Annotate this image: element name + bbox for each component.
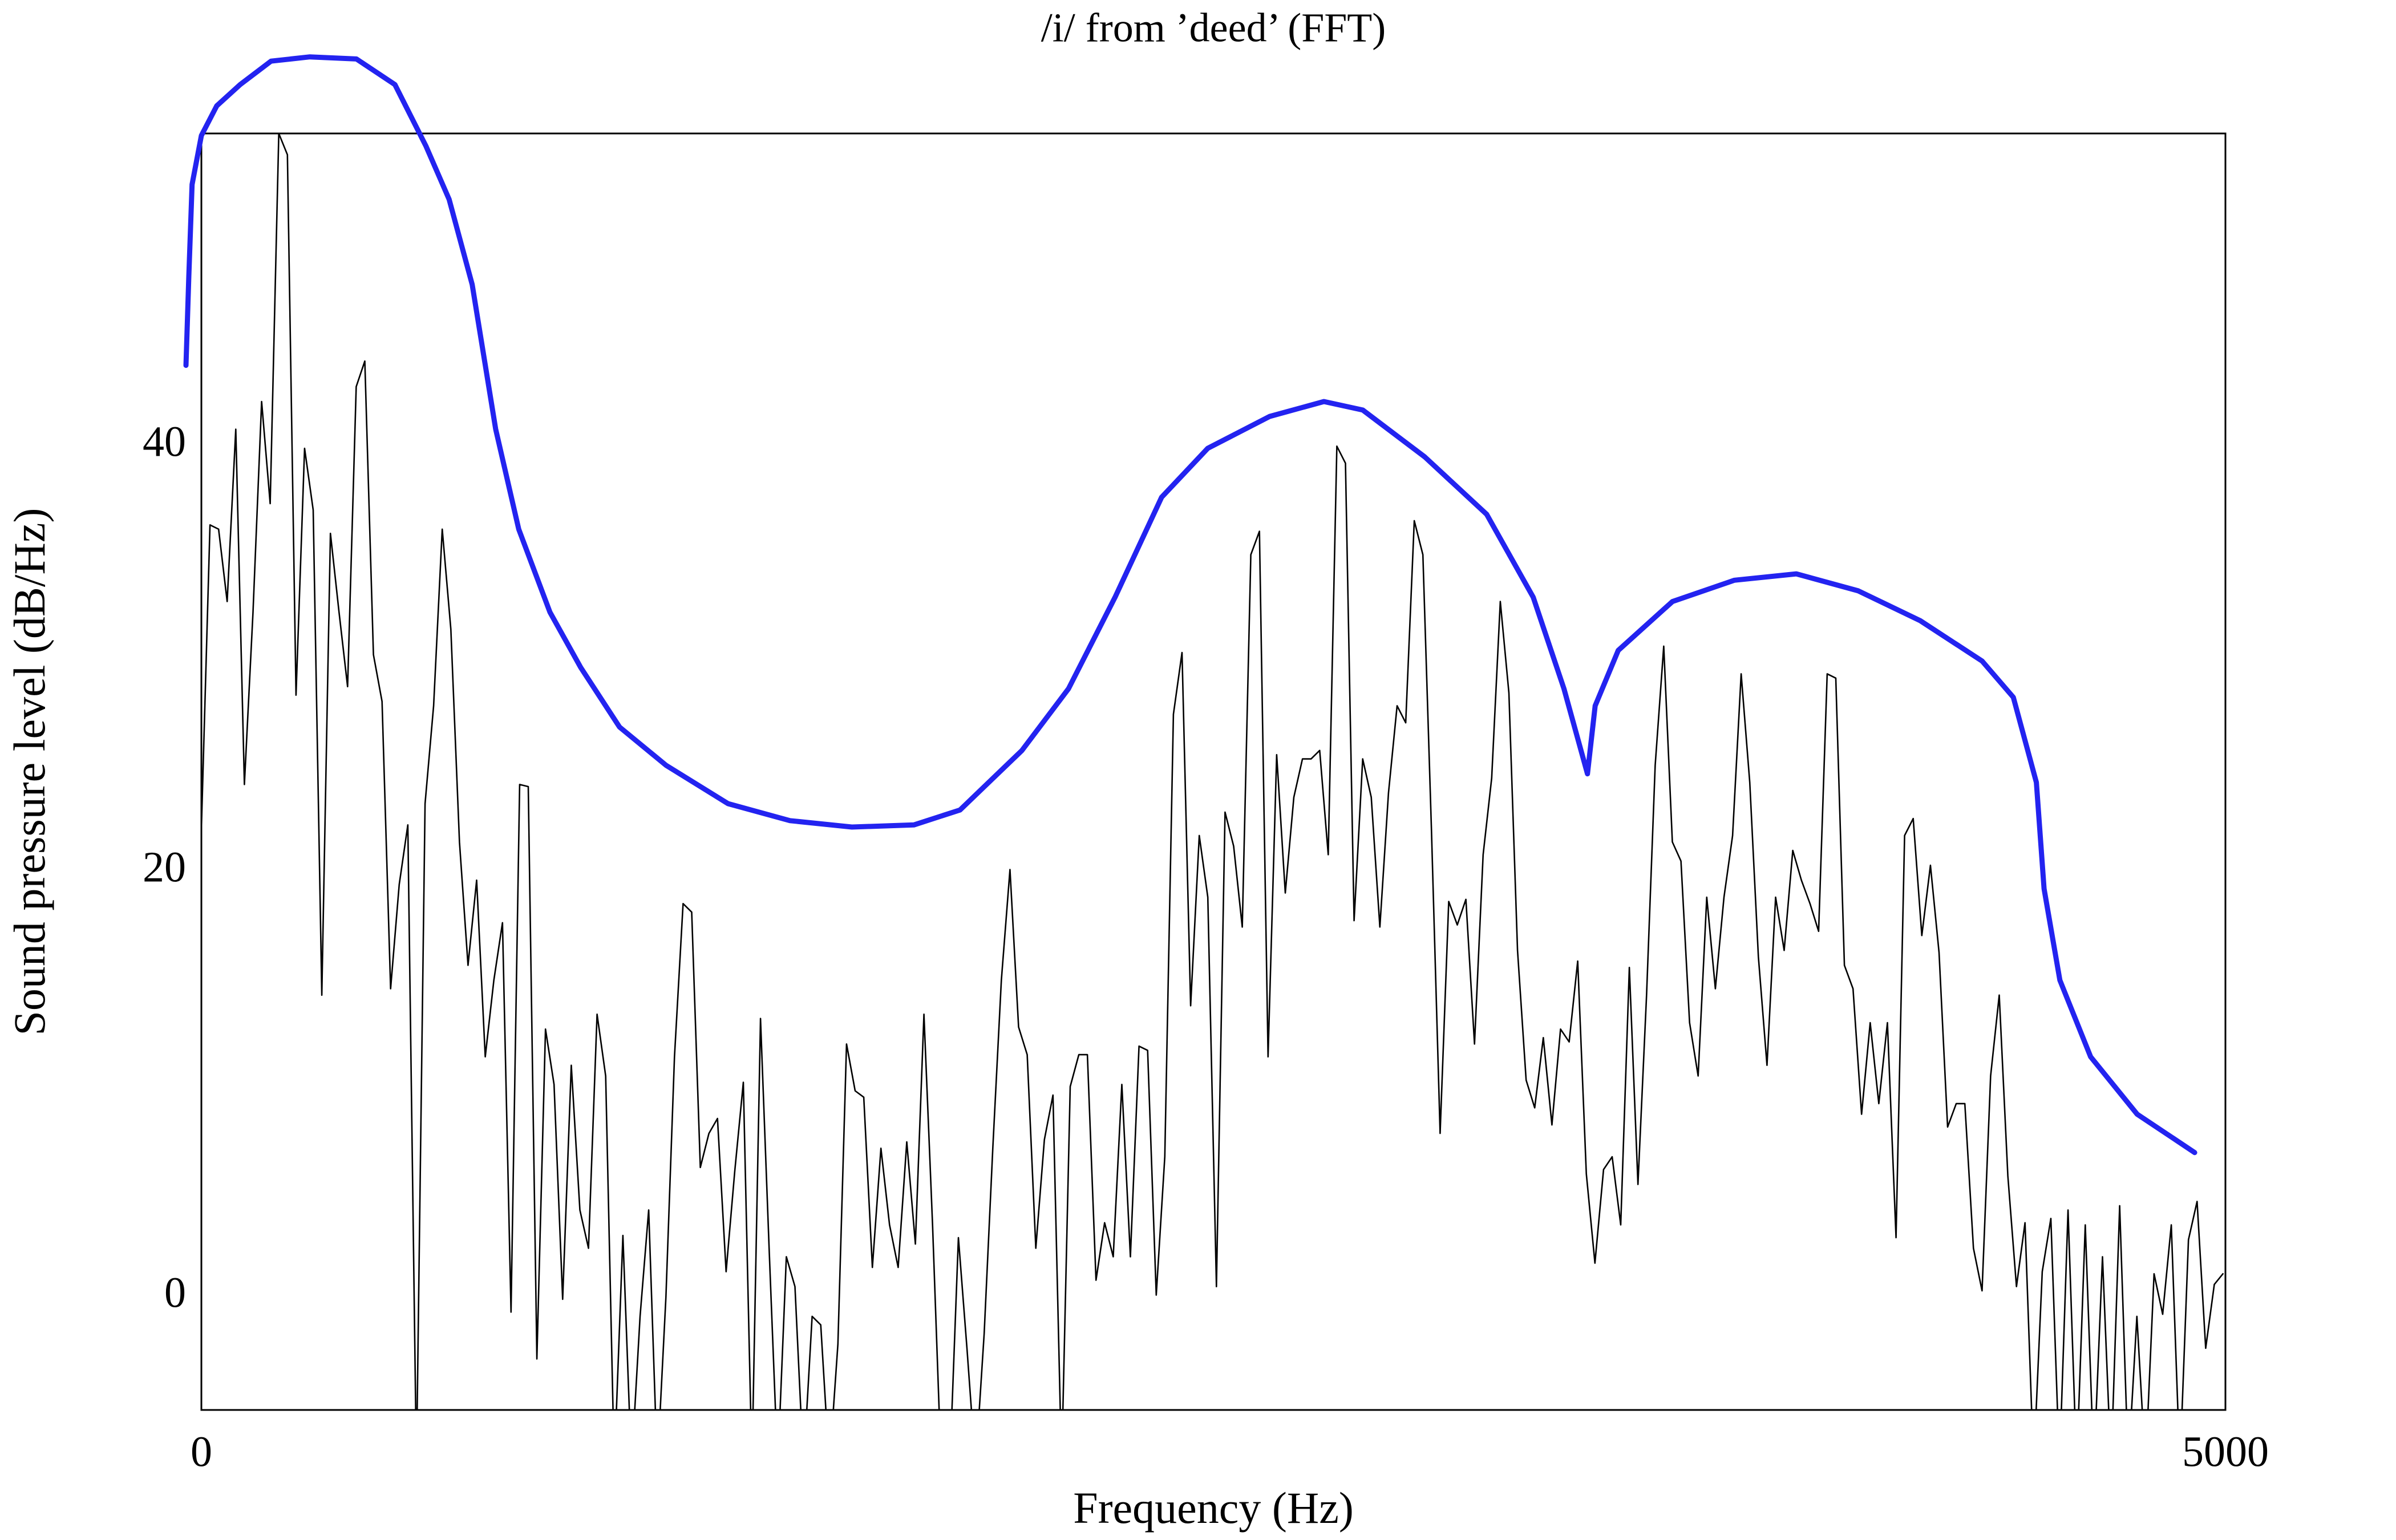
x-axis-label: Frequency (Hz) — [1073, 1483, 1354, 1533]
spectrum-line — [201, 133, 2224, 1410]
y-tick-label: 0 — [164, 1269, 186, 1317]
y-tick-label: 20 — [143, 844, 186, 891]
x-tick-label: 0 — [191, 1428, 212, 1476]
y-axis-label: Sound pressure level (dB/Hz) — [5, 508, 54, 1036]
y-tick-label: 40 — [143, 418, 186, 466]
envelope-line — [183, 54, 2197, 1156]
plot-frame — [200, 132, 2227, 1411]
chart-title: /i/ from ’deed’ (FFT) — [1041, 5, 1386, 51]
plot-area — [183, 54, 2224, 1410]
x-tick-label: 5000 — [2182, 1428, 2269, 1476]
